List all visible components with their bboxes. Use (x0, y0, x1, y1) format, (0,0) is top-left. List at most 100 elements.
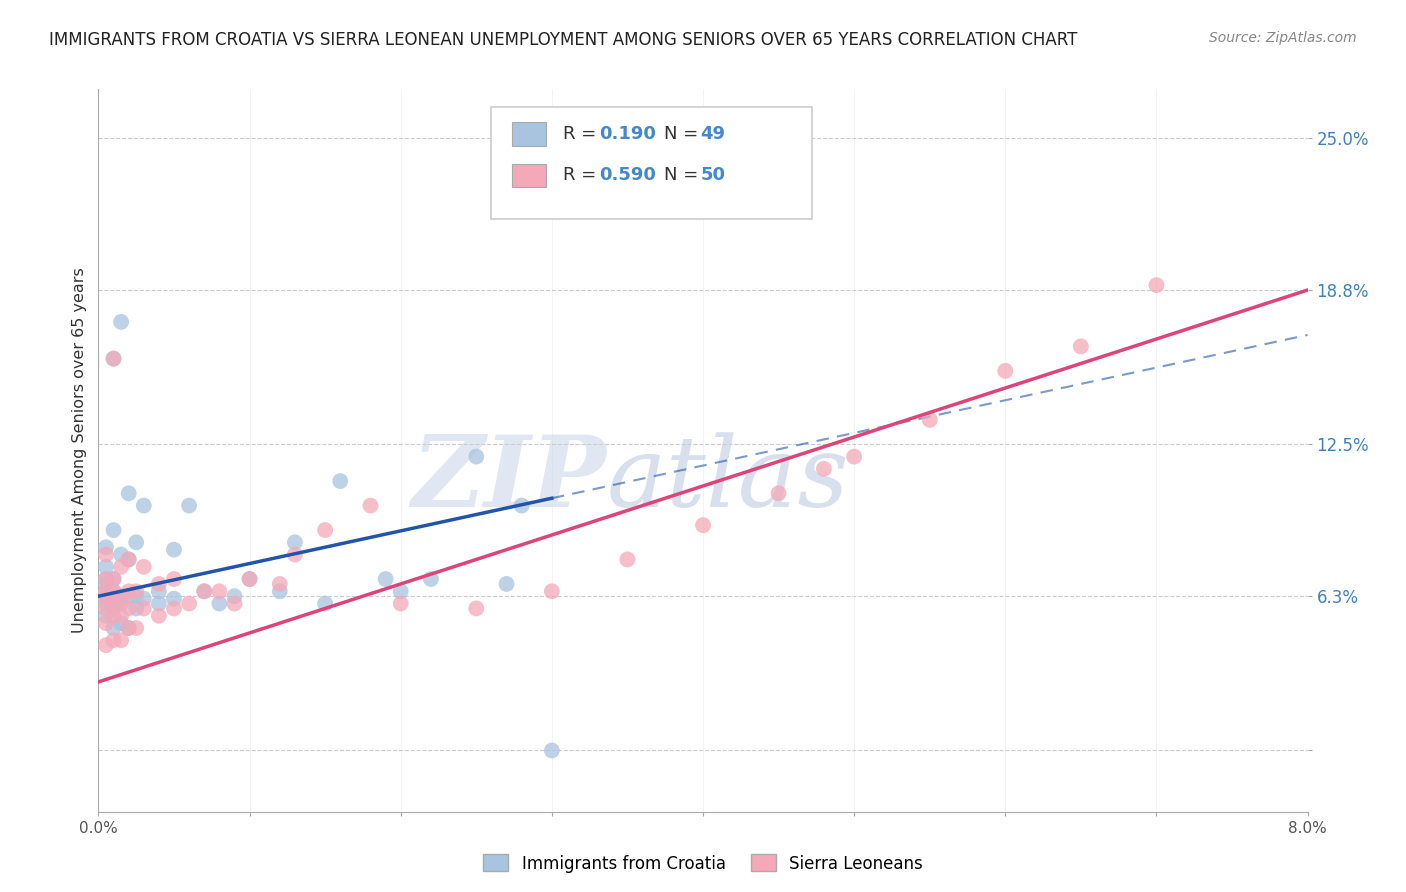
Point (125, 584, 148, 599)
Point (163, 601, 186, 615)
Point (208, 584, 231, 599)
Point (103, 351, 125, 366)
Point (284, 535, 307, 549)
Point (103, 621, 125, 635)
Point (224, 589, 246, 603)
Point (103, 597, 125, 611)
Point (118, 584, 141, 599)
Text: atlas: atlas (606, 432, 849, 527)
Point (495, 577, 517, 591)
Point (1070, 339, 1092, 353)
Point (110, 608, 132, 623)
Text: R =: R = (562, 166, 602, 184)
Point (110, 597, 132, 611)
FancyBboxPatch shape (512, 163, 546, 186)
Point (374, 572, 396, 586)
Point (844, 450, 866, 464)
Point (94, 608, 117, 623)
Text: N =: N = (664, 166, 704, 184)
Point (103, 523, 125, 537)
Point (148, 597, 170, 611)
Point (118, 621, 141, 635)
Point (132, 559, 155, 574)
Point (103, 591, 125, 606)
Point (125, 535, 148, 549)
Point (768, 486, 790, 500)
Point (510, 499, 533, 513)
Point (110, 591, 132, 606)
Point (110, 633, 132, 648)
Text: 0.190: 0.190 (599, 125, 655, 143)
Point (103, 633, 125, 648)
Point (94, 584, 117, 599)
Point (132, 499, 155, 513)
Point (420, 572, 443, 586)
Point (103, 572, 125, 586)
Point (193, 584, 215, 599)
Point (994, 364, 1017, 378)
Point (1146, 278, 1168, 293)
Point (125, 601, 148, 615)
Y-axis label: Unemployment Among Seniors over 65 years: Unemployment Among Seniors over 65 years (72, 268, 87, 633)
Point (94, 616, 117, 631)
Point (314, 523, 336, 537)
Point (616, 552, 638, 566)
Point (918, 413, 941, 427)
Point (465, 450, 488, 464)
Point (118, 589, 141, 603)
Text: N =: N = (664, 125, 704, 143)
Point (94, 601, 117, 615)
Point (540, 743, 562, 757)
Point (103, 601, 125, 615)
FancyBboxPatch shape (512, 122, 546, 145)
Point (269, 577, 291, 591)
Point (148, 577, 170, 591)
Point (193, 584, 215, 599)
Point (110, 589, 132, 603)
Point (163, 542, 186, 557)
Point (103, 572, 125, 586)
Point (813, 462, 835, 476)
Point (125, 621, 148, 635)
Point (329, 474, 352, 488)
Point (110, 315, 132, 329)
Point (125, 589, 148, 603)
Point (94, 591, 117, 606)
Text: 0.590: 0.590 (599, 166, 655, 184)
Point (389, 584, 412, 599)
Point (163, 572, 186, 586)
Point (118, 552, 141, 566)
Point (224, 597, 246, 611)
Point (132, 601, 155, 615)
Point (94, 577, 117, 591)
Point (148, 584, 170, 599)
Point (94, 572, 117, 586)
FancyBboxPatch shape (492, 107, 811, 219)
Point (465, 601, 488, 615)
Text: Source: ZipAtlas.com: Source: ZipAtlas.com (1209, 31, 1357, 45)
Point (118, 601, 141, 615)
Text: 49: 49 (700, 125, 725, 143)
Point (540, 584, 562, 599)
Point (132, 591, 155, 606)
Point (239, 572, 262, 586)
Point (103, 351, 125, 366)
Point (103, 584, 125, 599)
Point (94, 584, 117, 599)
Point (284, 548, 307, 562)
Point (94, 597, 117, 611)
Point (314, 597, 336, 611)
Point (110, 548, 132, 562)
Point (94, 540, 117, 554)
Point (179, 597, 201, 611)
Text: 50: 50 (700, 166, 725, 184)
Point (94, 591, 117, 606)
Point (208, 597, 231, 611)
Point (239, 572, 262, 586)
Point (110, 616, 132, 631)
Text: IMMIGRANTS FROM CROATIA VS SIERRA LEONEAN UNEMPLOYMENT AMONG SENIORS OVER 65 YEA: IMMIGRANTS FROM CROATIA VS SIERRA LEONEA… (49, 31, 1077, 49)
Point (94, 548, 117, 562)
Point (94, 638, 117, 652)
Text: R =: R = (562, 125, 602, 143)
Point (118, 486, 141, 500)
